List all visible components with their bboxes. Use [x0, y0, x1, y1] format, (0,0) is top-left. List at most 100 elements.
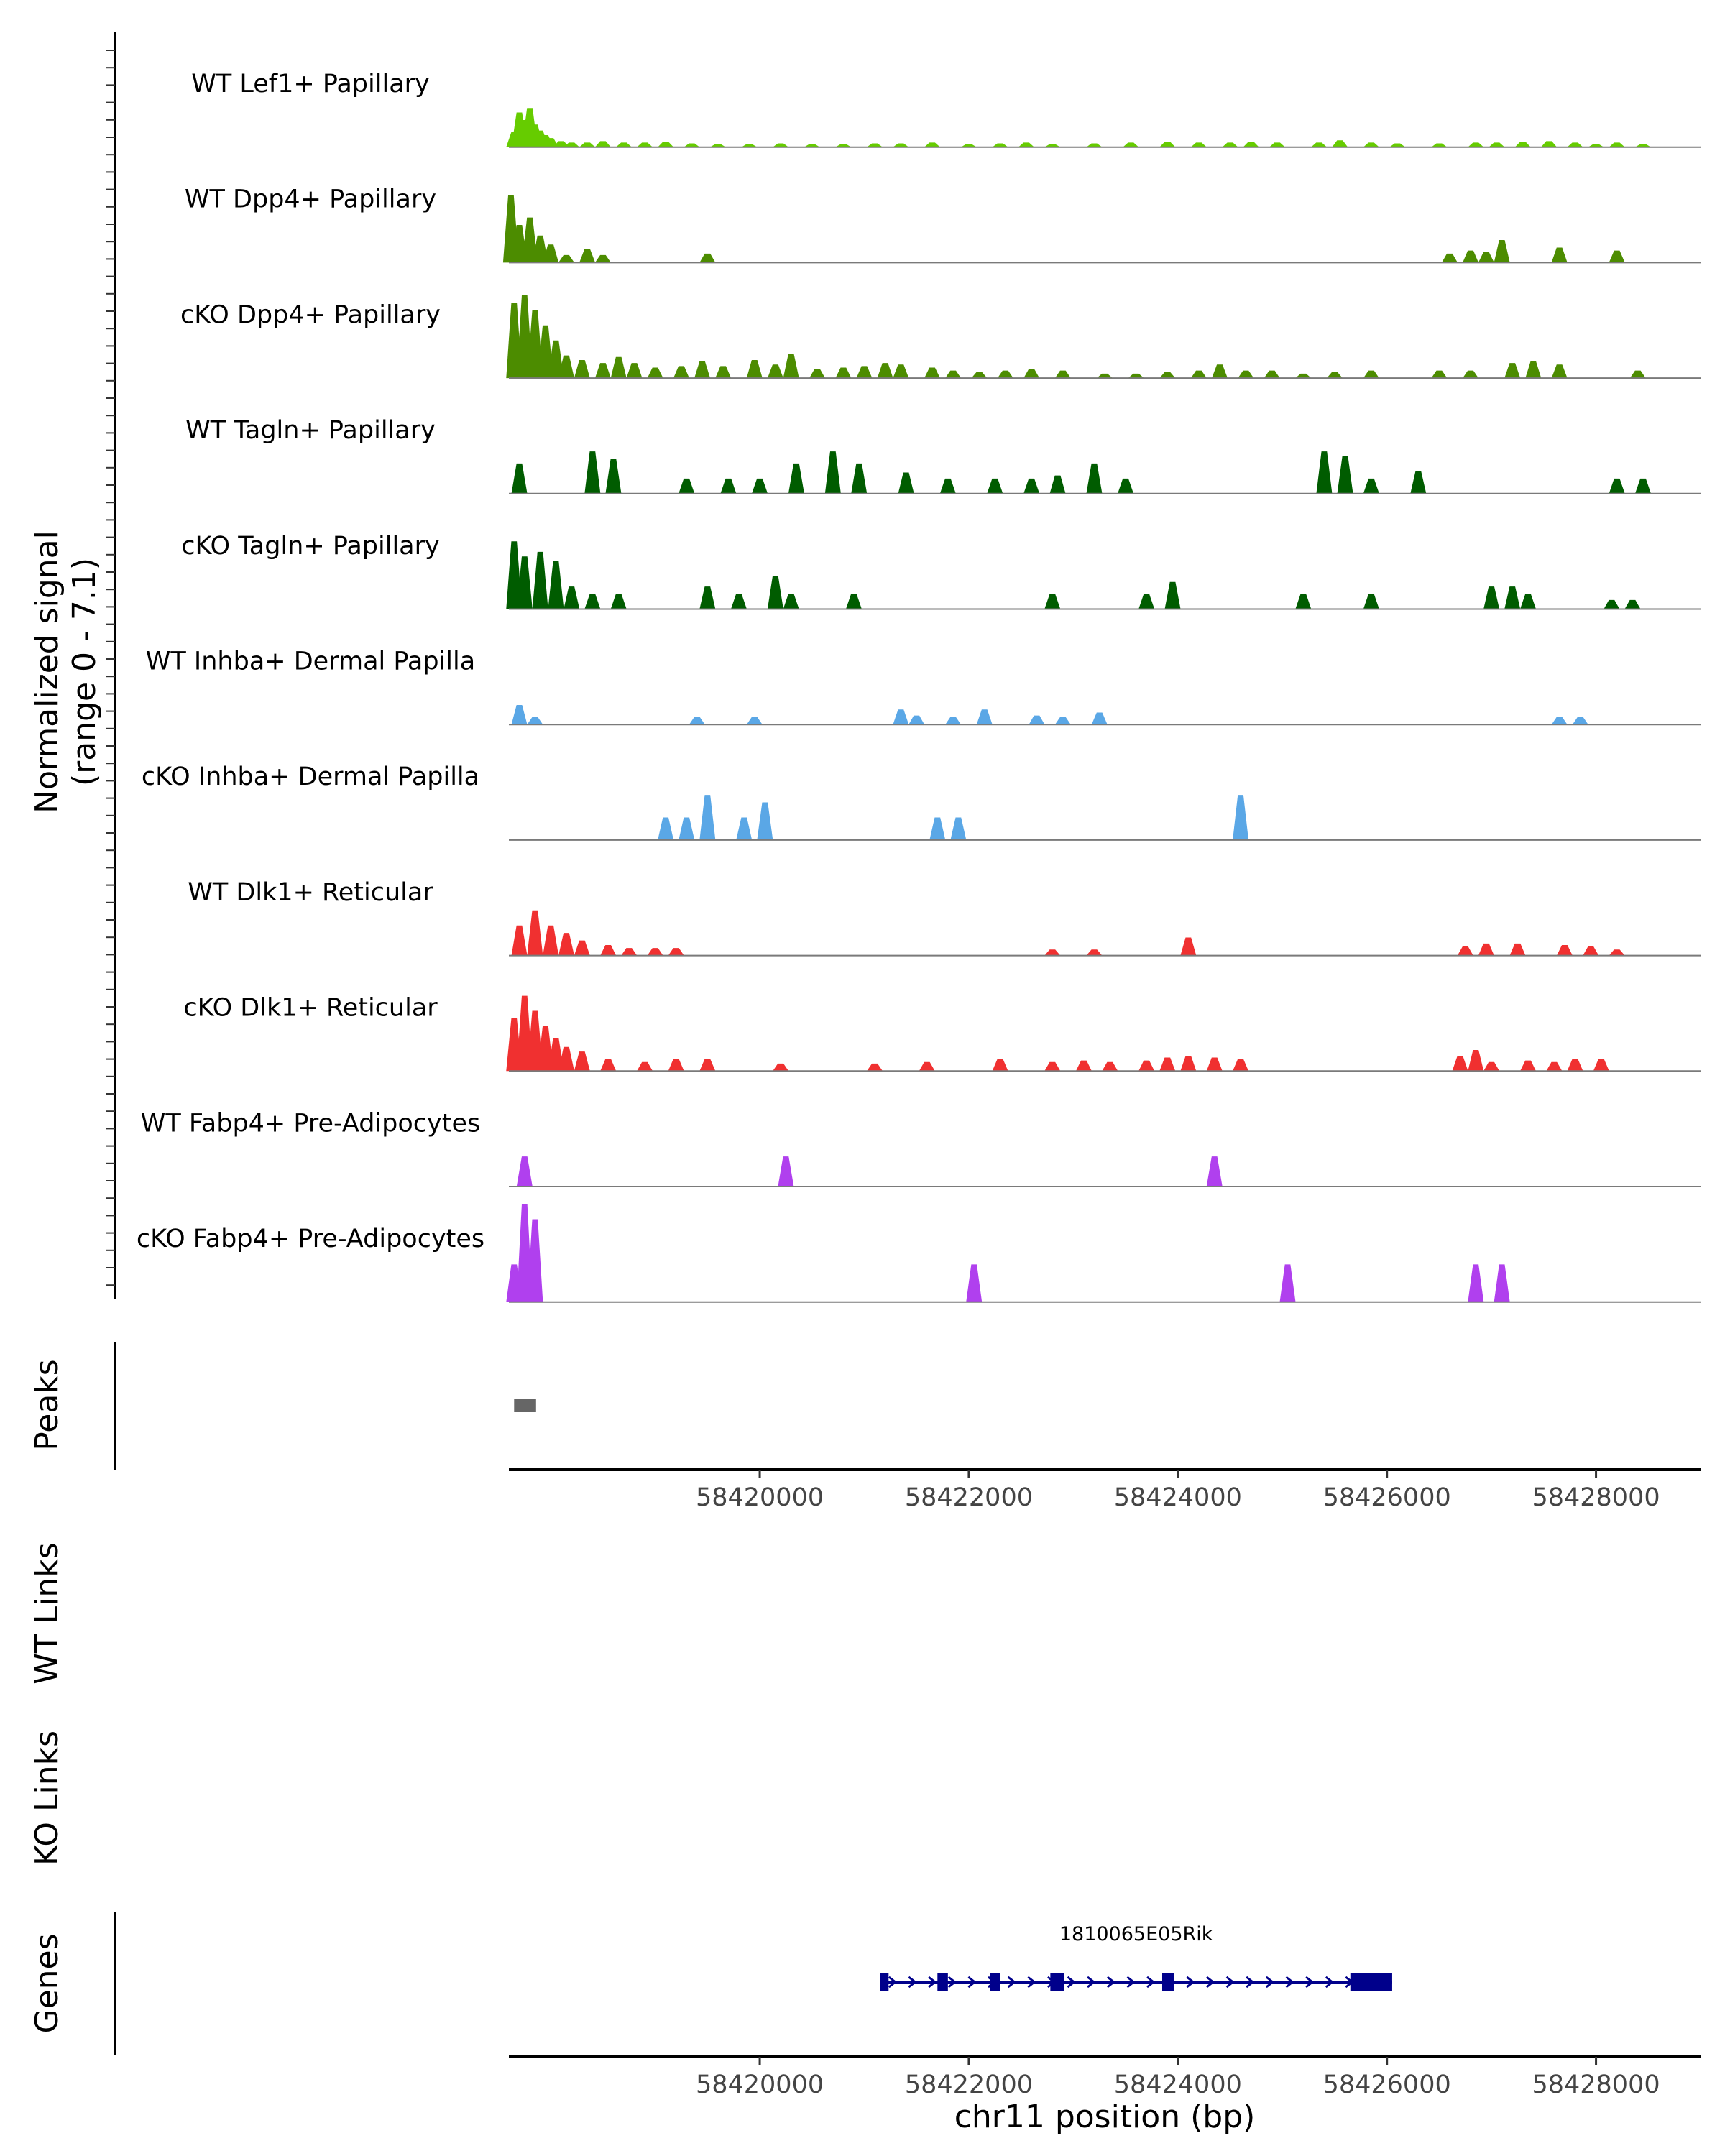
signal-peak — [898, 472, 914, 494]
gene-model: 1810065E05Rik — [880, 1923, 1392, 1991]
x-axis-middle-ticks: 58420000 58422000 58424000 58426000 58428000 — [696, 1470, 1660, 1512]
y-axis-label-line1: Normalized signal — [29, 530, 65, 814]
signal-peak — [699, 1059, 716, 1072]
x-tick-label: 58428000 — [1532, 1483, 1660, 1512]
track-3: cKO Dpp4+ Papillary — [180, 295, 1701, 379]
signal-peak — [584, 451, 601, 494]
signal-peak — [1123, 142, 1139, 147]
signal-peak — [924, 142, 941, 147]
signal-peak — [689, 717, 705, 725]
track-label: cKO Dpp4+ Papillary — [180, 300, 441, 329]
signal-peak — [715, 366, 732, 379]
x-tick-label: 58420000 — [696, 2070, 824, 2099]
signal-peak — [527, 717, 543, 725]
signal-peak — [699, 586, 716, 609]
signal-peak — [579, 142, 596, 147]
gene-exon — [990, 1973, 1000, 1991]
signal-peak — [835, 367, 852, 379]
signal-peak — [945, 717, 962, 725]
signal-peak — [1054, 717, 1071, 725]
signal-peak — [851, 463, 868, 494]
signal-peak — [877, 363, 893, 379]
x-tick-label: 58426000 — [1323, 1483, 1451, 1512]
signal-peak — [600, 944, 617, 956]
signal-peak — [1233, 795, 1249, 840]
signal-peak — [527, 1010, 543, 1072]
track-2: WT Dpp4+ Papillary — [185, 185, 1701, 264]
signal-peak — [694, 361, 711, 379]
strand-arrow — [1305, 1976, 1315, 1989]
gene-exon — [880, 1973, 889, 1991]
track-label: WT Tagln+ Papillary — [185, 416, 436, 445]
x-tick-label: 58424000 — [1114, 2070, 1242, 2099]
signal-peak — [1206, 1156, 1223, 1187]
signal-peak — [1029, 715, 1045, 725]
signal-peak — [741, 144, 758, 147]
signal-peak — [1363, 370, 1379, 379]
signal-peak — [945, 370, 962, 379]
signal-peak — [767, 364, 783, 379]
track-label: cKO Dlk1+ Reticular — [183, 994, 438, 1023]
signal-peak — [1138, 1060, 1155, 1072]
signal-peak — [516, 556, 533, 609]
strand-arrow — [1087, 1976, 1096, 1989]
signal-peak — [736, 817, 753, 840]
signal-peak — [574, 1051, 590, 1072]
signal-peak — [1086, 143, 1103, 147]
signal-peak — [1018, 142, 1034, 147]
signal-peak — [1326, 372, 1343, 379]
signal-peak — [1211, 364, 1228, 379]
signal-peak — [527, 910, 543, 956]
signal-peak — [1489, 142, 1505, 147]
signal-peak — [1629, 370, 1646, 379]
signal-peak — [1514, 142, 1531, 147]
wt-links-panel-label: WT Links — [29, 1542, 65, 1684]
signal-peak — [511, 704, 528, 725]
signal-peak — [1504, 363, 1521, 379]
signal-peak — [1206, 1057, 1223, 1072]
signal-peak — [637, 1061, 653, 1072]
x-axis-title: chr11 position (bp) — [954, 2099, 1256, 2135]
signal-peak — [594, 254, 611, 263]
signal-peak — [647, 948, 663, 956]
strand-arrow — [1246, 1976, 1255, 1989]
signal-peak — [1463, 250, 1479, 263]
signal-peak — [1546, 1061, 1563, 1072]
signal-peak — [594, 141, 611, 147]
signal-peak — [1264, 370, 1280, 379]
strand-arrow — [1126, 1976, 1136, 1989]
signal-peak — [600, 1059, 617, 1072]
signal-peak — [1635, 144, 1652, 147]
strand-arrow — [1205, 1976, 1215, 1989]
signal-peak — [709, 144, 726, 147]
track-11: cKO Fabp4+ Pre-Adipocytes — [137, 1204, 1701, 1303]
signal-peak — [976, 709, 993, 725]
signal-peak — [626, 363, 643, 379]
signal-peak — [1159, 372, 1176, 379]
signal-peak — [783, 354, 799, 379]
signal-peak — [610, 594, 627, 609]
signal-peak — [1551, 717, 1568, 725]
signal-peak — [1159, 142, 1176, 147]
signal-peak — [1190, 370, 1207, 379]
track-label: WT Fabp4+ Pre-Adipocytes — [141, 1109, 480, 1138]
track-label: WT Dlk1+ Reticular — [188, 878, 433, 907]
signal-peak — [658, 142, 674, 147]
signal-peak — [1295, 594, 1312, 609]
track-8: WT Dlk1+ Reticular — [188, 878, 1701, 957]
strand-arrow — [928, 1976, 937, 1989]
signal-peak — [548, 1038, 564, 1072]
strand-arrow — [908, 1976, 917, 1989]
signal-peak — [543, 244, 559, 263]
signal-peak — [730, 594, 747, 609]
signal-peak — [1609, 478, 1625, 494]
signal-peak — [678, 478, 695, 494]
signal-peak — [939, 478, 956, 494]
signal-peak — [1295, 373, 1312, 379]
signal-peak — [1044, 594, 1061, 609]
signal-peak — [537, 1026, 553, 1072]
x-tick-label: 58422000 — [905, 1483, 1033, 1512]
track-label: WT Inhba+ Dermal Papilla — [146, 648, 475, 676]
signal-peak — [1431, 370, 1448, 379]
signal-peak — [1389, 143, 1406, 147]
